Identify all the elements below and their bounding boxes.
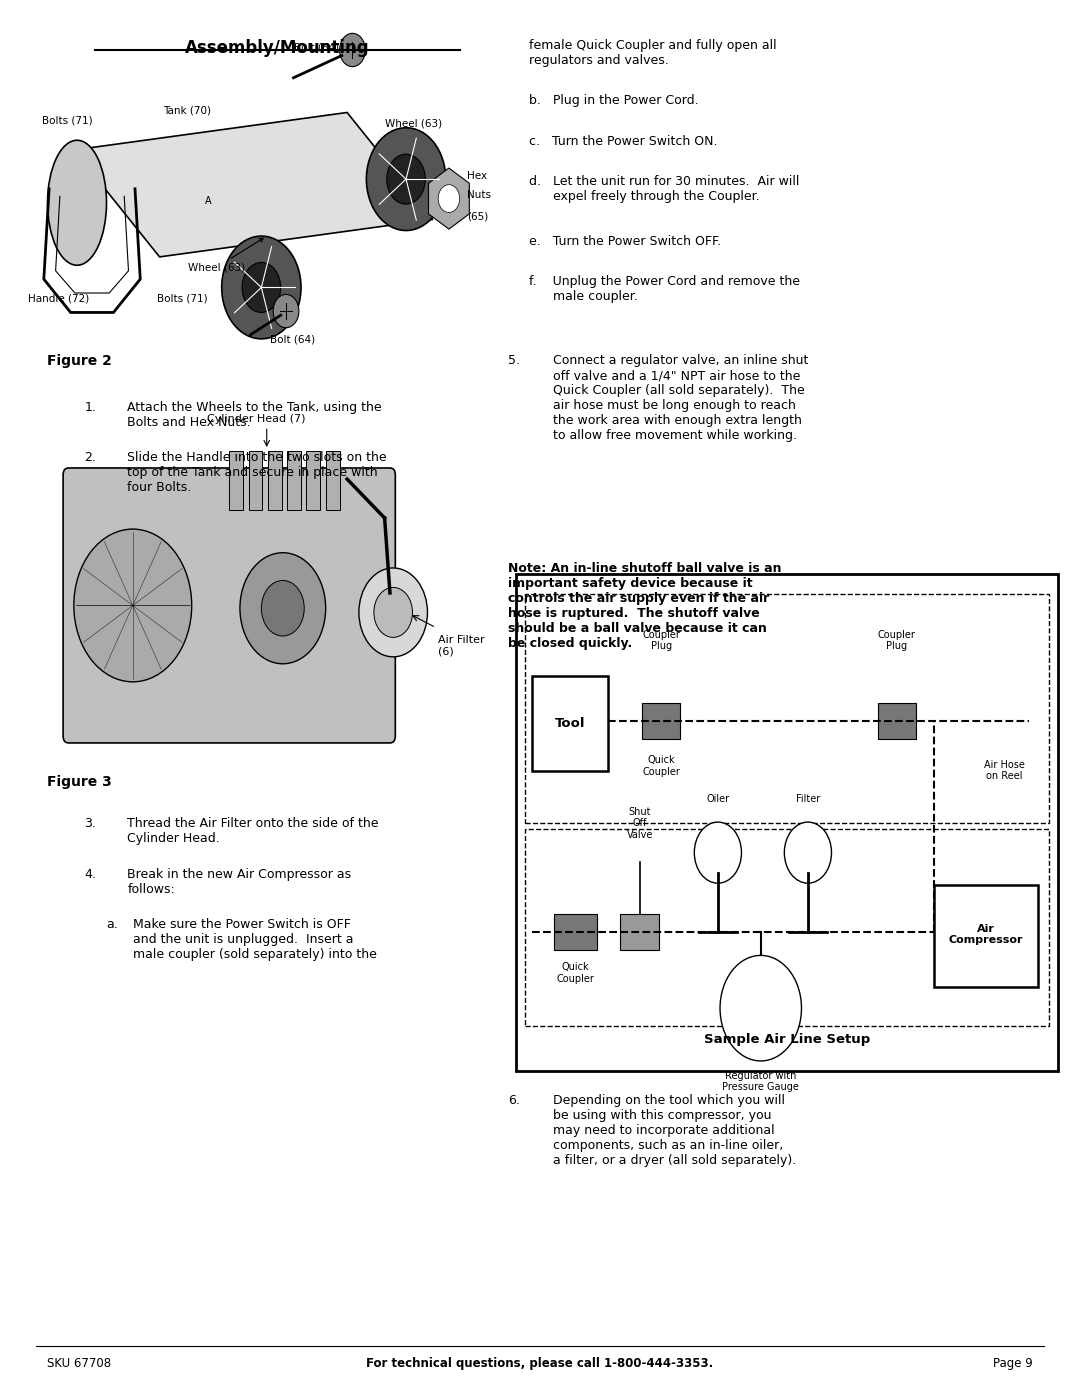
Text: Quick
Coupler: Quick Coupler (643, 756, 680, 777)
Text: Regulator with
Pressure Gauge: Regulator with Pressure Gauge (723, 1070, 799, 1092)
Text: Thread the Air Filter onto the side of the
Cylinder Head.: Thread the Air Filter onto the side of t… (127, 816, 379, 845)
Text: Shut
Off
Valve: Shut Off Valve (626, 807, 652, 840)
Text: Attach the Wheels to the Tank, using the
Bolts and Hex Nuts.: Attach the Wheels to the Tank, using the… (127, 401, 382, 429)
Circle shape (694, 821, 742, 883)
Circle shape (273, 295, 299, 328)
Circle shape (73, 529, 192, 682)
Text: Wheel (63): Wheel (63) (188, 239, 264, 272)
Bar (554, 914, 597, 950)
Text: A: A (204, 197, 211, 207)
FancyBboxPatch shape (532, 676, 608, 771)
Ellipse shape (48, 140, 107, 265)
Text: Filter: Filter (796, 793, 820, 805)
Text: 2.: 2. (84, 451, 96, 464)
Text: Coupler
Plug: Coupler Plug (878, 630, 916, 651)
Bar (307, 451, 321, 510)
Text: For technical questions, please call 1-800-444-3353.: For technical questions, please call 1-8… (366, 1356, 714, 1369)
Text: Air Hose
on Reel: Air Hose on Reel (984, 760, 1025, 781)
FancyBboxPatch shape (63, 468, 395, 743)
Text: SKU 67708: SKU 67708 (48, 1356, 111, 1369)
Bar (248, 451, 262, 510)
Bar (287, 451, 301, 510)
Bar (229, 451, 243, 510)
Circle shape (784, 821, 832, 883)
Text: Bolts (71): Bolts (71) (158, 293, 208, 303)
FancyBboxPatch shape (525, 594, 1049, 823)
Text: Coupler
Plug: Coupler Plug (643, 630, 680, 651)
Text: Depending on the tool which you will
be using with this compressor, you
may need: Depending on the tool which you will be … (553, 1094, 796, 1168)
Circle shape (387, 154, 426, 204)
Circle shape (366, 127, 446, 231)
Text: Note: An in-line shutoff ball valve is an
important safety device because it
con: Note: An in-line shutoff ball valve is a… (508, 563, 781, 651)
Bar (878, 703, 916, 739)
Circle shape (240, 553, 326, 664)
Text: Sample Air Line Setup: Sample Air Line Setup (704, 1032, 870, 1046)
Text: Air
Compressor: Air Compressor (948, 923, 1023, 946)
Bar (268, 451, 282, 510)
Polygon shape (429, 168, 470, 229)
FancyBboxPatch shape (525, 828, 1049, 1027)
Text: Bolts (71): Bolts (71) (42, 116, 92, 126)
Circle shape (339, 34, 365, 67)
Circle shape (359, 569, 428, 657)
Circle shape (242, 263, 281, 313)
Text: e.   Turn the Power Switch OFF.: e. Turn the Power Switch OFF. (529, 235, 721, 247)
FancyBboxPatch shape (516, 574, 1057, 1070)
Text: Air Filter
(6): Air Filter (6) (438, 634, 485, 657)
Text: 4.: 4. (84, 868, 96, 882)
Text: Oiler: Oiler (706, 793, 729, 805)
Text: Tank (70): Tank (70) (163, 106, 211, 116)
Circle shape (374, 587, 413, 637)
Text: Bolt (64): Bolt (64) (270, 335, 315, 345)
Text: 3.: 3. (84, 816, 96, 830)
Text: Make sure the Power Switch is OFF
and the unit is unplugged.  Insert a
male coup: Make sure the Power Switch is OFF and th… (133, 918, 377, 961)
Text: Connect a regulator valve, an inline shut
off valve and a 1/4" NPT air hose to t: Connect a regulator valve, an inline shu… (553, 353, 808, 441)
Polygon shape (73, 113, 433, 257)
Text: Nuts: Nuts (468, 190, 491, 200)
Text: Tool: Tool (555, 717, 585, 731)
Text: Page 9: Page 9 (994, 1356, 1032, 1369)
Circle shape (221, 236, 301, 339)
Text: c.   Turn the Power Switch ON.: c. Turn the Power Switch ON. (529, 134, 718, 148)
Text: b.   Plug in the Power Cord.: b. Plug in the Power Cord. (529, 95, 699, 108)
Text: Figure 2: Figure 2 (48, 353, 112, 369)
Text: d.   Let the unit run for 30 minutes.  Air will
      expel freely through the C: d. Let the unit run for 30 minutes. Air … (529, 175, 799, 203)
FancyBboxPatch shape (934, 884, 1038, 988)
Text: 1.: 1. (84, 401, 96, 415)
Text: (65): (65) (468, 211, 488, 221)
Text: Assembly/Mounting: Assembly/Mounting (185, 39, 369, 57)
Bar (642, 703, 680, 739)
Bar (620, 914, 659, 950)
Text: Hex: Hex (468, 170, 487, 180)
Text: f.    Unplug the Power Cord and remove the
      male coupler.: f. Unplug the Power Cord and remove the … (529, 275, 800, 303)
Text: female Quick Coupler and fully open all
regulators and valves.: female Quick Coupler and fully open all … (529, 39, 777, 67)
Text: Handle (72): Handle (72) (28, 293, 89, 303)
Bar (326, 451, 339, 510)
Text: Slide the Handle into the two slots on the
top of the Tank and secure in place w: Slide the Handle into the two slots on t… (127, 451, 387, 495)
Text: Break in the new Air Compressor as
follows:: Break in the new Air Compressor as follo… (127, 868, 351, 895)
Text: Bolt (64): Bolt (64) (294, 43, 339, 53)
Text: Wheel (63): Wheel (63) (384, 117, 442, 129)
Circle shape (261, 581, 305, 636)
Text: Quick
Coupler: Quick Coupler (556, 963, 594, 983)
Text: a.: a. (106, 918, 118, 930)
Text: Figure 3: Figure 3 (48, 775, 112, 789)
Text: 5.: 5. (508, 353, 519, 367)
Text: Cylinder Head (7): Cylinder Head (7) (206, 414, 306, 423)
Circle shape (438, 184, 460, 212)
Text: 6.: 6. (508, 1094, 519, 1108)
Circle shape (720, 956, 801, 1060)
